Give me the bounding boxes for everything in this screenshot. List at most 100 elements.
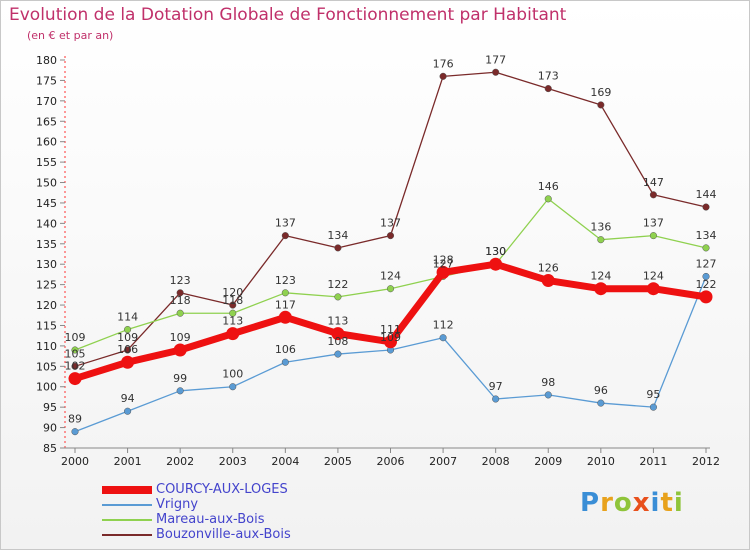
data-point-bouzonville-aux-bois — [124, 346, 132, 354]
data-label-mareau-aux-bois: 123 — [275, 274, 296, 287]
data-point-bouzonville-aux-bois — [649, 191, 657, 199]
y-tick-label: 90 — [43, 422, 57, 435]
y-tick-label: 120 — [36, 299, 57, 312]
data-label-bouzonville-aux-bois: 134 — [327, 229, 348, 242]
x-tick-label: 2012 — [692, 455, 720, 468]
x-tick-label: 2002 — [166, 455, 194, 468]
data-point-courcy-aux-loges — [541, 274, 555, 288]
data-point-vrigny — [176, 387, 184, 395]
data-label-bouzonville-aux-bois: 120 — [222, 286, 243, 299]
y-tick-label: 155 — [36, 156, 57, 169]
data-label-vrigny: 112 — [433, 319, 454, 332]
y-tick-label: 150 — [36, 177, 57, 190]
data-label-bouzonville-aux-bois: 123 — [170, 274, 191, 287]
legend-swatch — [102, 504, 152, 506]
data-point-vrigny — [702, 272, 710, 281]
y-tick-label: 130 — [36, 258, 57, 271]
data-label-courcy-aux-loges: 130 — [485, 245, 506, 258]
legend-label: Bouzonville-aux-Bois — [156, 527, 291, 542]
data-point-vrigny — [544, 391, 552, 399]
data-point-bouzonville-aux-bois — [386, 232, 395, 240]
data-label-vrigny: 89 — [68, 413, 82, 426]
x-tick-label: 2001 — [114, 455, 142, 468]
data-label-vrigny: 95 — [646, 388, 660, 401]
data-point-courcy-aux-loges — [68, 372, 82, 386]
x-tick-label: 2006 — [377, 455, 405, 468]
y-tick-label: 140 — [36, 217, 57, 230]
y-tick-label: 180 — [36, 54, 57, 67]
data-label-mareau-aux-bois: 127 — [433, 257, 454, 270]
y-tick-label: 135 — [36, 238, 57, 251]
y-tick-label: 160 — [36, 136, 57, 149]
data-point-courcy-aux-loges — [226, 327, 240, 341]
data-point-courcy-aux-loges — [384, 335, 397, 349]
data-point-mareau-aux-bois — [124, 326, 132, 334]
legend-item: Vrigny — [90, 497, 510, 513]
data-label-mareau-aux-bois: 122 — [327, 278, 348, 291]
data-label-vrigny: 106 — [275, 343, 296, 356]
legend-label: Mareau-aux-Bois — [156, 512, 265, 527]
data-point-vrigny — [649, 403, 657, 411]
chart-subtitle: (en € et par an) — [27, 29, 114, 42]
data-point-vrigny — [597, 399, 605, 407]
data-point-mareau-aux-bois — [334, 293, 342, 301]
data-point-bouzonville-aux-bois — [281, 232, 289, 240]
y-tick-label: 110 — [36, 340, 57, 353]
data-label-bouzonville-aux-bois: 105 — [65, 347, 86, 360]
logo-letter: o — [613, 488, 633, 518]
line-chart: 85 90 95 100 105 110 115 120 125 130 135 140 145 150 1… — [36, 53, 720, 468]
data-point-mareau-aux-bois — [229, 309, 237, 317]
legend-item: Mareau-aux-Bois — [90, 512, 510, 528]
x-tick-label: 2004 — [271, 455, 299, 468]
x-tick-label: 2000 — [61, 455, 89, 468]
legend-item: COURCY-AUX-LOGES — [90, 482, 510, 498]
y-tick-label: 115 — [36, 319, 57, 332]
data-point-courcy-aux-loges — [278, 310, 292, 324]
logo-letter: r — [600, 488, 614, 518]
y-tick-label: 125 — [36, 279, 57, 292]
data-label-courcy-aux-loges: 122 — [696, 278, 717, 291]
y-tick-label: 95 — [43, 401, 57, 414]
legend: COURCY-AUX-LOGES Vrigny Mareau-aux-Bois Bou… — [90, 482, 510, 544]
chart-title: Evolution de la Dotation Globale de Fonc… — [9, 5, 567, 25]
data-point-bouzonville-aux-bois — [176, 289, 184, 297]
data-point-courcy-aux-loges — [489, 257, 503, 271]
data-point-courcy-aux-loges — [173, 343, 187, 357]
legend-label: COURCY-AUX-LOGES — [156, 482, 288, 497]
data-point-mareau-aux-bois — [702, 244, 710, 252]
data-label-vrigny: 96 — [594, 384, 608, 397]
data-point-courcy-aux-loges — [436, 265, 450, 279]
data-label-bouzonville-aux-bois: 147 — [643, 176, 664, 189]
legend-swatch — [102, 519, 152, 521]
data-point-courcy-aux-loges — [594, 282, 608, 296]
x-tick-label: 2003 — [219, 455, 247, 468]
y-tick-label: 170 — [36, 95, 57, 108]
data-label-bouzonville-aux-bois: 173 — [538, 70, 559, 83]
data-label-courcy-aux-loges: 113 — [222, 315, 243, 328]
data-label-bouzonville-aux-bois: 169 — [590, 86, 611, 99]
data-label-courcy-aux-loges: 126 — [538, 262, 559, 275]
data-label-courcy-aux-loges: 124 — [590, 270, 611, 283]
data-point-bouzonville-aux-bois — [334, 244, 342, 252]
logo-letter: t — [660, 488, 674, 518]
legend-swatch — [102, 534, 152, 536]
data-point-bouzonville-aux-bois — [439, 72, 447, 80]
data-label-bouzonville-aux-bois: 137 — [275, 217, 296, 230]
x-tick-label: 2005 — [324, 455, 352, 468]
data-label-mareau-aux-bois: 136 — [590, 221, 611, 234]
y-tick-label: 105 — [36, 360, 57, 373]
y-tick-label: 85 — [43, 442, 57, 455]
data-label-courcy-aux-loges: 117 — [275, 298, 296, 311]
data-label-vrigny: 99 — [173, 372, 187, 385]
logo-letter: i — [650, 488, 661, 518]
proxiti-logo: Proxiti — [580, 488, 684, 518]
data-label-bouzonville-aux-bois: 176 — [433, 57, 454, 70]
y-tick-label: 165 — [36, 115, 57, 128]
data-point-mareau-aux-bois — [544, 195, 552, 203]
data-label-courcy-aux-loges: 106 — [117, 343, 138, 356]
data-label-vrigny: 94 — [121, 392, 135, 405]
logo-letter: i — [673, 488, 684, 518]
data-point-vrigny — [334, 350, 342, 358]
data-label-vrigny: 100 — [222, 368, 243, 381]
